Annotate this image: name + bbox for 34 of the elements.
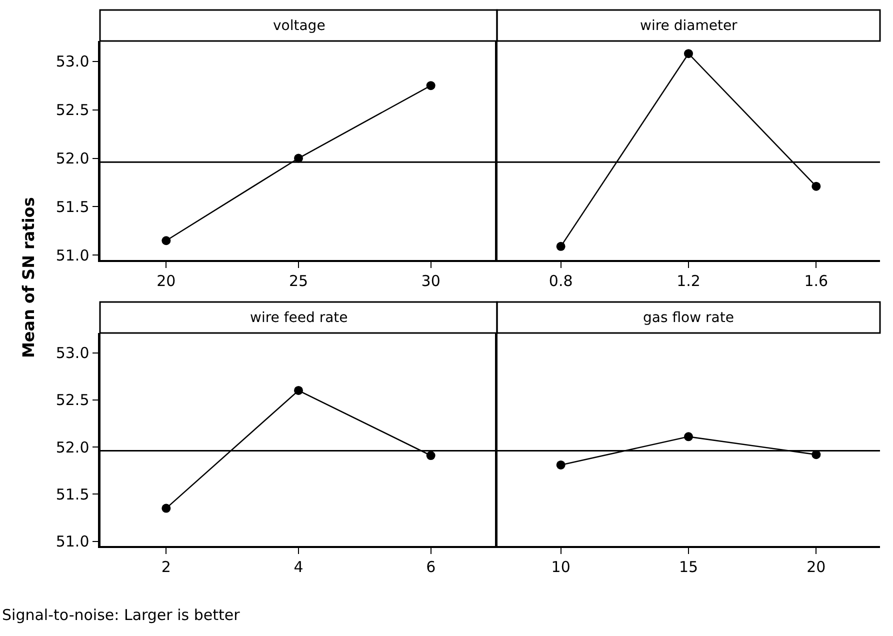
y-tick-label: 51.0 <box>56 246 90 264</box>
y-tick-label: 52.0 <box>56 438 90 456</box>
x-tick-label: 20 <box>806 558 826 576</box>
x-tick-label: 2 <box>161 558 171 576</box>
point <box>294 386 303 395</box>
x-tick-label: 0.8 <box>548 272 573 290</box>
x-tick-label: 10 <box>551 558 570 576</box>
chart-title: wire diameter <box>640 18 738 34</box>
point <box>426 81 436 90</box>
x-tick-label: 25 <box>288 272 308 290</box>
x-tick-label: 30 <box>421 272 440 290</box>
y-tick-label: 53.0 <box>56 344 90 362</box>
chart-title: voltage <box>273 18 326 34</box>
y-tick-label: 52.0 <box>56 150 90 168</box>
point <box>294 154 303 163</box>
x-tick-label: 6 <box>426 558 436 576</box>
chart-title: wire feed rate <box>250 310 348 326</box>
y-tick-label: 51.5 <box>56 198 90 216</box>
text: Signal-to-noise: Larger is better <box>2 606 241 624</box>
y-tick-label: 51.5 <box>56 485 90 504</box>
chart-title: gas flow rate <box>643 310 734 326</box>
point <box>162 504 171 513</box>
point <box>426 451 436 460</box>
y-tick-label: 51.0 <box>56 532 90 551</box>
y-axis-title: Mean of SN ratios <box>19 197 38 358</box>
x-tick-label: 4 <box>294 558 304 576</box>
y-tick-label: 52.5 <box>56 391 90 410</box>
y-tick-label: 52.5 <box>56 101 90 120</box>
x-tick-label: 20 <box>156 272 176 290</box>
x-tick-label: 15 <box>678 558 698 576</box>
x-tick-label: 1.2 <box>676 272 700 290</box>
point <box>162 236 171 246</box>
x-tick-label: 1.6 <box>804 272 828 290</box>
y-tick-label: 53.0 <box>56 52 90 71</box>
